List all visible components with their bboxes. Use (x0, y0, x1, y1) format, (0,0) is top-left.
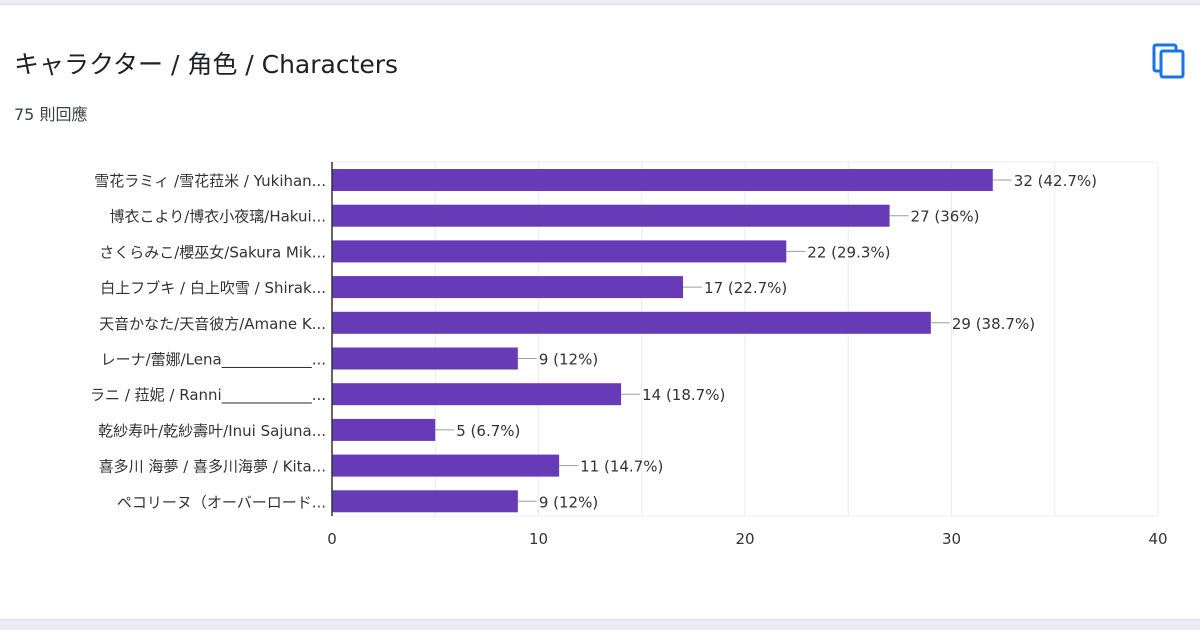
category-label: 天音かなた/天音彼方/Amane K... (99, 315, 326, 333)
bar (332, 169, 993, 191)
chart-title: キャラクター / 角色 / Characters (14, 50, 399, 79)
bar (332, 347, 518, 370)
bar (332, 418, 436, 441)
response-count: 75 則回應 (14, 105, 88, 124)
category-label: 博衣こより/博衣小夜璃/Hakui... (110, 208, 326, 226)
bar (332, 276, 684, 299)
data-label: 17 (22.7%) (704, 279, 787, 297)
category-label: 白上フブキ / 白上吹雪 / Shirak... (100, 279, 326, 297)
bar (332, 490, 518, 513)
x-tick-label: 0 (327, 530, 337, 548)
data-label: 22 (29.3%) (807, 243, 890, 261)
category-label: 雪花ラミィ /雪花菈米 / Yukihan... (94, 172, 326, 190)
data-label: 9 (12%) (539, 493, 598, 511)
data-label: 27 (36%) (911, 208, 980, 226)
copy-chart-button[interactable] (1148, 39, 1190, 81)
data-label: 32 (42.7%) (1014, 172, 1097, 190)
data-label: 29 (38.7%) (952, 315, 1035, 333)
data-label: 9 (12%) (539, 351, 598, 369)
x-tick-label: 10 (529, 530, 548, 548)
x-tick-label: 40 (1148, 530, 1167, 548)
category-label: 喜多川 海夢 / 喜多川海夢 / Kita... (99, 458, 326, 476)
category-label: レーナ/蕾娜/Lena____________... (101, 351, 326, 370)
data-label: 5 (6.7%) (456, 422, 520, 440)
category-label: ペコリーヌ（オーバーロード... (117, 493, 326, 511)
bar (332, 454, 560, 477)
bar (332, 383, 622, 406)
category-label: さくらみこ/櫻巫女/Sakura Mik... (99, 243, 326, 261)
copy-icon (1152, 43, 1185, 79)
category-label: ラニ / 菈妮 / Ranni____________... (90, 386, 326, 405)
bar (332, 204, 890, 227)
x-tick-label: 20 (735, 530, 754, 548)
x-tick-label: 30 (942, 530, 961, 548)
bar (332, 240, 787, 263)
data-label: 14 (18.7%) (642, 386, 725, 404)
category-label: 乾紗寿叶/乾紗壽叶/Inui Sajuna... (98, 422, 326, 440)
bar (332, 311, 931, 334)
data-label: 11 (14.7%) (580, 458, 663, 476)
